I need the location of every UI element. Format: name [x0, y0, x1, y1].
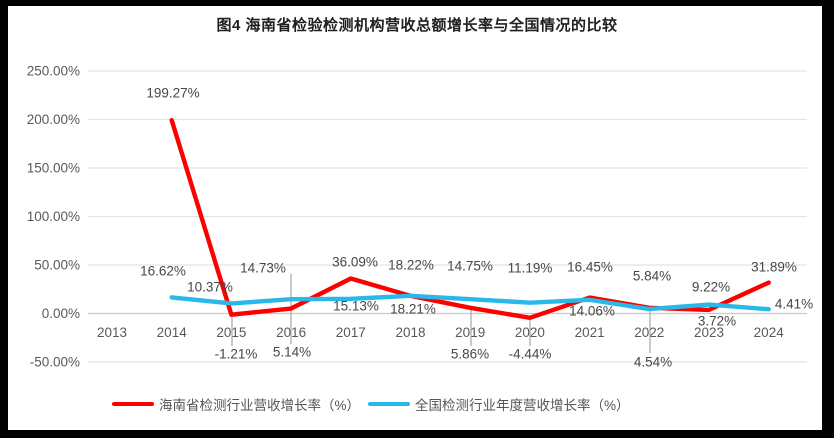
data-label: 4.41%	[775, 297, 813, 312]
data-label: 5.86%	[451, 347, 489, 362]
y-tick-label: 150.00%	[27, 161, 80, 176]
chart-canvas	[8, 6, 822, 430]
data-label: 36.09%	[332, 255, 378, 270]
data-label: 14.73%	[240, 261, 286, 276]
data-label: -1.21%	[215, 347, 258, 362]
y-tick-label: -50.00%	[30, 355, 80, 370]
chart-legend: 海南省检测行业营收增长率（%） 全国检测行业年度营收增长率（%）	[112, 394, 630, 414]
legend-line-swatch-blue	[368, 401, 411, 407]
series-line-national	[169, 293, 771, 312]
y-tick-label: 100.00%	[27, 209, 80, 224]
x-tick-label: 2019	[455, 325, 485, 340]
data-label: 5.84%	[633, 269, 671, 284]
data-label: 16.62%	[140, 264, 186, 279]
data-label: 14.06%	[569, 304, 615, 319]
legend-label-hainan: 海南省检测行业营收增长率（%）	[159, 398, 361, 413]
x-tick-label: 2013	[97, 325, 127, 340]
data-label: 3.72%	[698, 314, 736, 329]
x-tick-label: 2017	[336, 325, 366, 340]
data-label: 199.27%	[146, 86, 199, 101]
x-tick-label: 2024	[754, 325, 785, 340]
data-label: 18.22%	[388, 258, 434, 273]
legend-line-swatch-red	[112, 401, 154, 407]
y-tick-label: 50.00%	[34, 258, 80, 273]
data-label: 18.21%	[390, 302, 436, 317]
legend-label-national: 全国检测行业年度营收增长率（%）	[415, 398, 630, 413]
data-label: 14.75%	[447, 259, 493, 274]
y-tick-label: 200.00%	[27, 112, 80, 127]
chart-title: 图4 海南省检验检测机构营收总额增长率与全国情况的比较	[216, 17, 618, 34]
x-tick-label: 2023	[694, 325, 724, 340]
x-tick-label: 2014	[157, 325, 188, 340]
x-tick-label: 2021	[575, 325, 605, 340]
data-label: 9.22%	[692, 280, 730, 295]
data-label: 11.19%	[508, 261, 553, 276]
series-line-hainan	[169, 118, 771, 321]
y-tick-label: 0.00%	[42, 306, 80, 321]
x-tick-label: 2022	[634, 325, 664, 340]
data-label: 31.89%	[751, 260, 797, 275]
data-label: 4.54%	[634, 355, 672, 370]
data-label: 15.13%	[333, 299, 379, 314]
data-label: 16.45%	[567, 260, 613, 275]
data-label: -4.44%	[509, 347, 552, 362]
legend-item-hainan: 海南省检测行业营收增长率（%）	[112, 394, 360, 414]
y-tick-label: 250.00%	[27, 64, 80, 79]
data-label: 10.37%	[187, 280, 233, 295]
x-tick-label: 2018	[395, 325, 425, 340]
data-label: 5.14%	[273, 345, 311, 360]
legend-item-national: 全国检测行业年度营收增长率（%）	[368, 394, 630, 414]
